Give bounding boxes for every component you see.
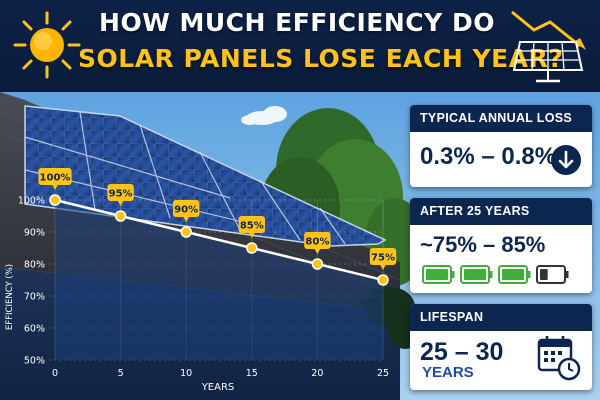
x-axis-label: YEARS bbox=[201, 382, 235, 393]
chart-points bbox=[49, 194, 389, 286]
data-label-box bbox=[38, 168, 72, 185]
calendar-clock-icon bbox=[537, 336, 581, 381]
x-tick-label: 5 bbox=[118, 368, 124, 379]
data-label-pointer bbox=[183, 216, 190, 222]
after-25-years-title: AFTER 25 YEARS bbox=[410, 198, 592, 225]
data-point bbox=[180, 226, 192, 238]
data-label: 85% bbox=[238, 216, 265, 238]
data-point bbox=[311, 258, 324, 270]
x-tick-label: 10 bbox=[180, 368, 192, 379]
data-label-box bbox=[304, 232, 331, 249]
battery-fill bbox=[426, 269, 448, 280]
lifespan-card: LIFESPAN 25 – 30 YEARS bbox=[410, 304, 592, 390]
battery-icon bbox=[460, 265, 493, 284]
y-axis-label: EFFICIENCY (%) bbox=[5, 264, 15, 330]
y-tick-label: 90% bbox=[24, 228, 45, 239]
data-label-pointer bbox=[380, 264, 386, 270]
data-label: 95% bbox=[107, 184, 134, 206]
title-line-2: SOLAR PANELS LOSE EACH YEAR? bbox=[78, 44, 564, 73]
title-line-1: HOW MUCH EFFICIENCY DO bbox=[99, 8, 495, 37]
efficiency-chart: 100% 90% 80% 70% 60% 50% 0 5 10 15 20 25 100% 95% 90… bbox=[5, 168, 397, 393]
annual-loss-title: TYPICAL ANNUAL LOSS bbox=[410, 105, 592, 132]
data-label-pointer bbox=[248, 232, 255, 238]
data-label-box bbox=[238, 216, 265, 233]
data-label: 90% bbox=[173, 200, 200, 222]
data-label-text: 90% bbox=[174, 205, 198, 216]
y-tick-label: 100% bbox=[18, 196, 45, 207]
x-tick-label: 25 bbox=[377, 368, 389, 379]
y-tick-label: 70% bbox=[24, 292, 45, 303]
battery-icon bbox=[422, 265, 455, 284]
data-label: 100% bbox=[38, 168, 72, 190]
battery-tip bbox=[565, 271, 569, 278]
down-arrow-icon bbox=[551, 145, 581, 175]
data-label: 75% bbox=[369, 248, 397, 270]
chart-data-labels: 100% 95% 90% 85% 80% 75% bbox=[38, 168, 397, 270]
data-label-text: 95% bbox=[109, 189, 133, 200]
data-point bbox=[246, 242, 258, 254]
data-label-pointer bbox=[314, 248, 321, 254]
data-label-text: 100% bbox=[40, 173, 71, 184]
battery-icon bbox=[498, 265, 531, 284]
declining-solar-panel-icon bbox=[511, 10, 586, 83]
lifespan-value: 25 – 30 bbox=[420, 338, 504, 366]
y-axis-ticks: 100% 90% 80% 70% 60% 50% bbox=[18, 196, 45, 367]
battery-fill bbox=[540, 269, 548, 280]
lifespan-unit: YEARS bbox=[422, 364, 474, 381]
x-tick-label: 15 bbox=[246, 368, 258, 379]
x-tick-label: 20 bbox=[311, 368, 323, 379]
after-25-years-value: ~75% – 85% bbox=[420, 232, 546, 257]
battery-tip bbox=[489, 271, 493, 278]
cloud bbox=[241, 106, 287, 125]
y-tick-label: 80% bbox=[24, 260, 45, 271]
area-fill bbox=[55, 200, 383, 360]
x-axis-ticks: 0 5 10 15 20 25 bbox=[52, 368, 389, 379]
sun-icon bbox=[13, 11, 81, 79]
battery-tip bbox=[527, 271, 531, 278]
x-tick-label: 0 bbox=[52, 368, 58, 379]
data-point bbox=[49, 194, 61, 206]
battery-fill bbox=[464, 269, 486, 280]
data-label-pointer bbox=[117, 200, 124, 206]
battery-icon bbox=[536, 265, 569, 284]
data-label: 80% bbox=[304, 232, 331, 254]
lifespan-title: LIFESPAN bbox=[410, 304, 592, 331]
y-tick-label: 60% bbox=[24, 324, 45, 335]
series-line bbox=[54, 198, 384, 282]
chart-line bbox=[54, 198, 384, 282]
battery-icons bbox=[422, 265, 569, 284]
after-25-years-card: AFTER 25 YEARS ~75% – 85% bbox=[410, 198, 592, 293]
header: HOW MUCH EFFICIENCY DO SOLAR PANELS LOSE… bbox=[0, 0, 600, 92]
data-point bbox=[377, 274, 389, 286]
data-label-pointer bbox=[52, 184, 58, 190]
data-point bbox=[114, 210, 127, 222]
annual-loss-card: TYPICAL ANNUAL LOSS 0.3% – 0.8% bbox=[410, 105, 592, 187]
data-label-box bbox=[107, 184, 134, 201]
annual-loss-value: 0.3% – 0.8% bbox=[420, 143, 557, 170]
data-label-text: 85% bbox=[240, 221, 264, 232]
battery-tip bbox=[451, 271, 455, 278]
battery-fill bbox=[502, 269, 524, 280]
data-label-box bbox=[173, 200, 200, 217]
solar-panel-array bbox=[24, 105, 387, 247]
chart-area bbox=[55, 200, 383, 360]
data-label-text: 80% bbox=[305, 237, 329, 248]
y-tick-label: 50% bbox=[24, 356, 45, 367]
data-label-text: 75% bbox=[371, 253, 395, 264]
data-label-box bbox=[369, 248, 397, 265]
